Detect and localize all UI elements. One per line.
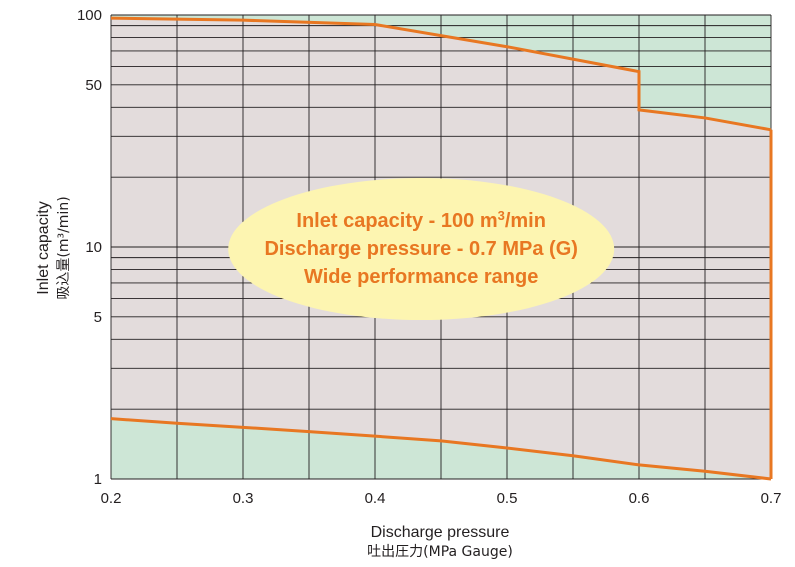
x-axis-title: Discharge pressure <box>371 524 510 541</box>
callout: Inlet capacity - 100 m3/min Discharge pr… <box>228 178 615 321</box>
y-tick-label: 1 <box>94 471 102 488</box>
y-tick-label: 100 <box>77 7 102 24</box>
callout-line-capacity: Inlet capacity - 100 m3/min <box>296 208 546 233</box>
boundary-curves <box>110 16 773 481</box>
x-tick-labels: 0.2 0.3 0.4 0.5 0.6 0.7 <box>101 490 782 507</box>
y-tick-label: 5 <box>94 309 102 326</box>
x-tick-label: 0.3 <box>233 490 254 507</box>
x-tick-label: 0.6 <box>629 490 650 507</box>
x-axis-subtitle: 吐出圧力(MPa Gauge) <box>367 544 513 560</box>
x-tick-label: 0.7 <box>761 490 782 507</box>
y-tick-labels: 1 5 10 50 100 <box>77 7 102 488</box>
callout-line-range: Wide performance range <box>304 266 538 288</box>
upper-boundary-line <box>110 16 772 132</box>
lower-boundary-line <box>110 417 772 481</box>
y-tick-label: 10 <box>85 239 102 256</box>
x-tick-label: 0.2 <box>101 490 122 507</box>
x-tick-label: 0.4 <box>365 490 386 507</box>
callout-line-pressure: Discharge pressure - 0.7 MPa (G) <box>264 238 577 260</box>
y-axis-subtitle: 吸込量(m³/min) <box>56 196 72 299</box>
callout-bubble <box>228 178 615 321</box>
y-axis-title: Inlet capacity <box>35 201 52 294</box>
x-tick-label: 0.5 <box>497 490 518 507</box>
y-tick-label: 50 <box>85 77 102 94</box>
